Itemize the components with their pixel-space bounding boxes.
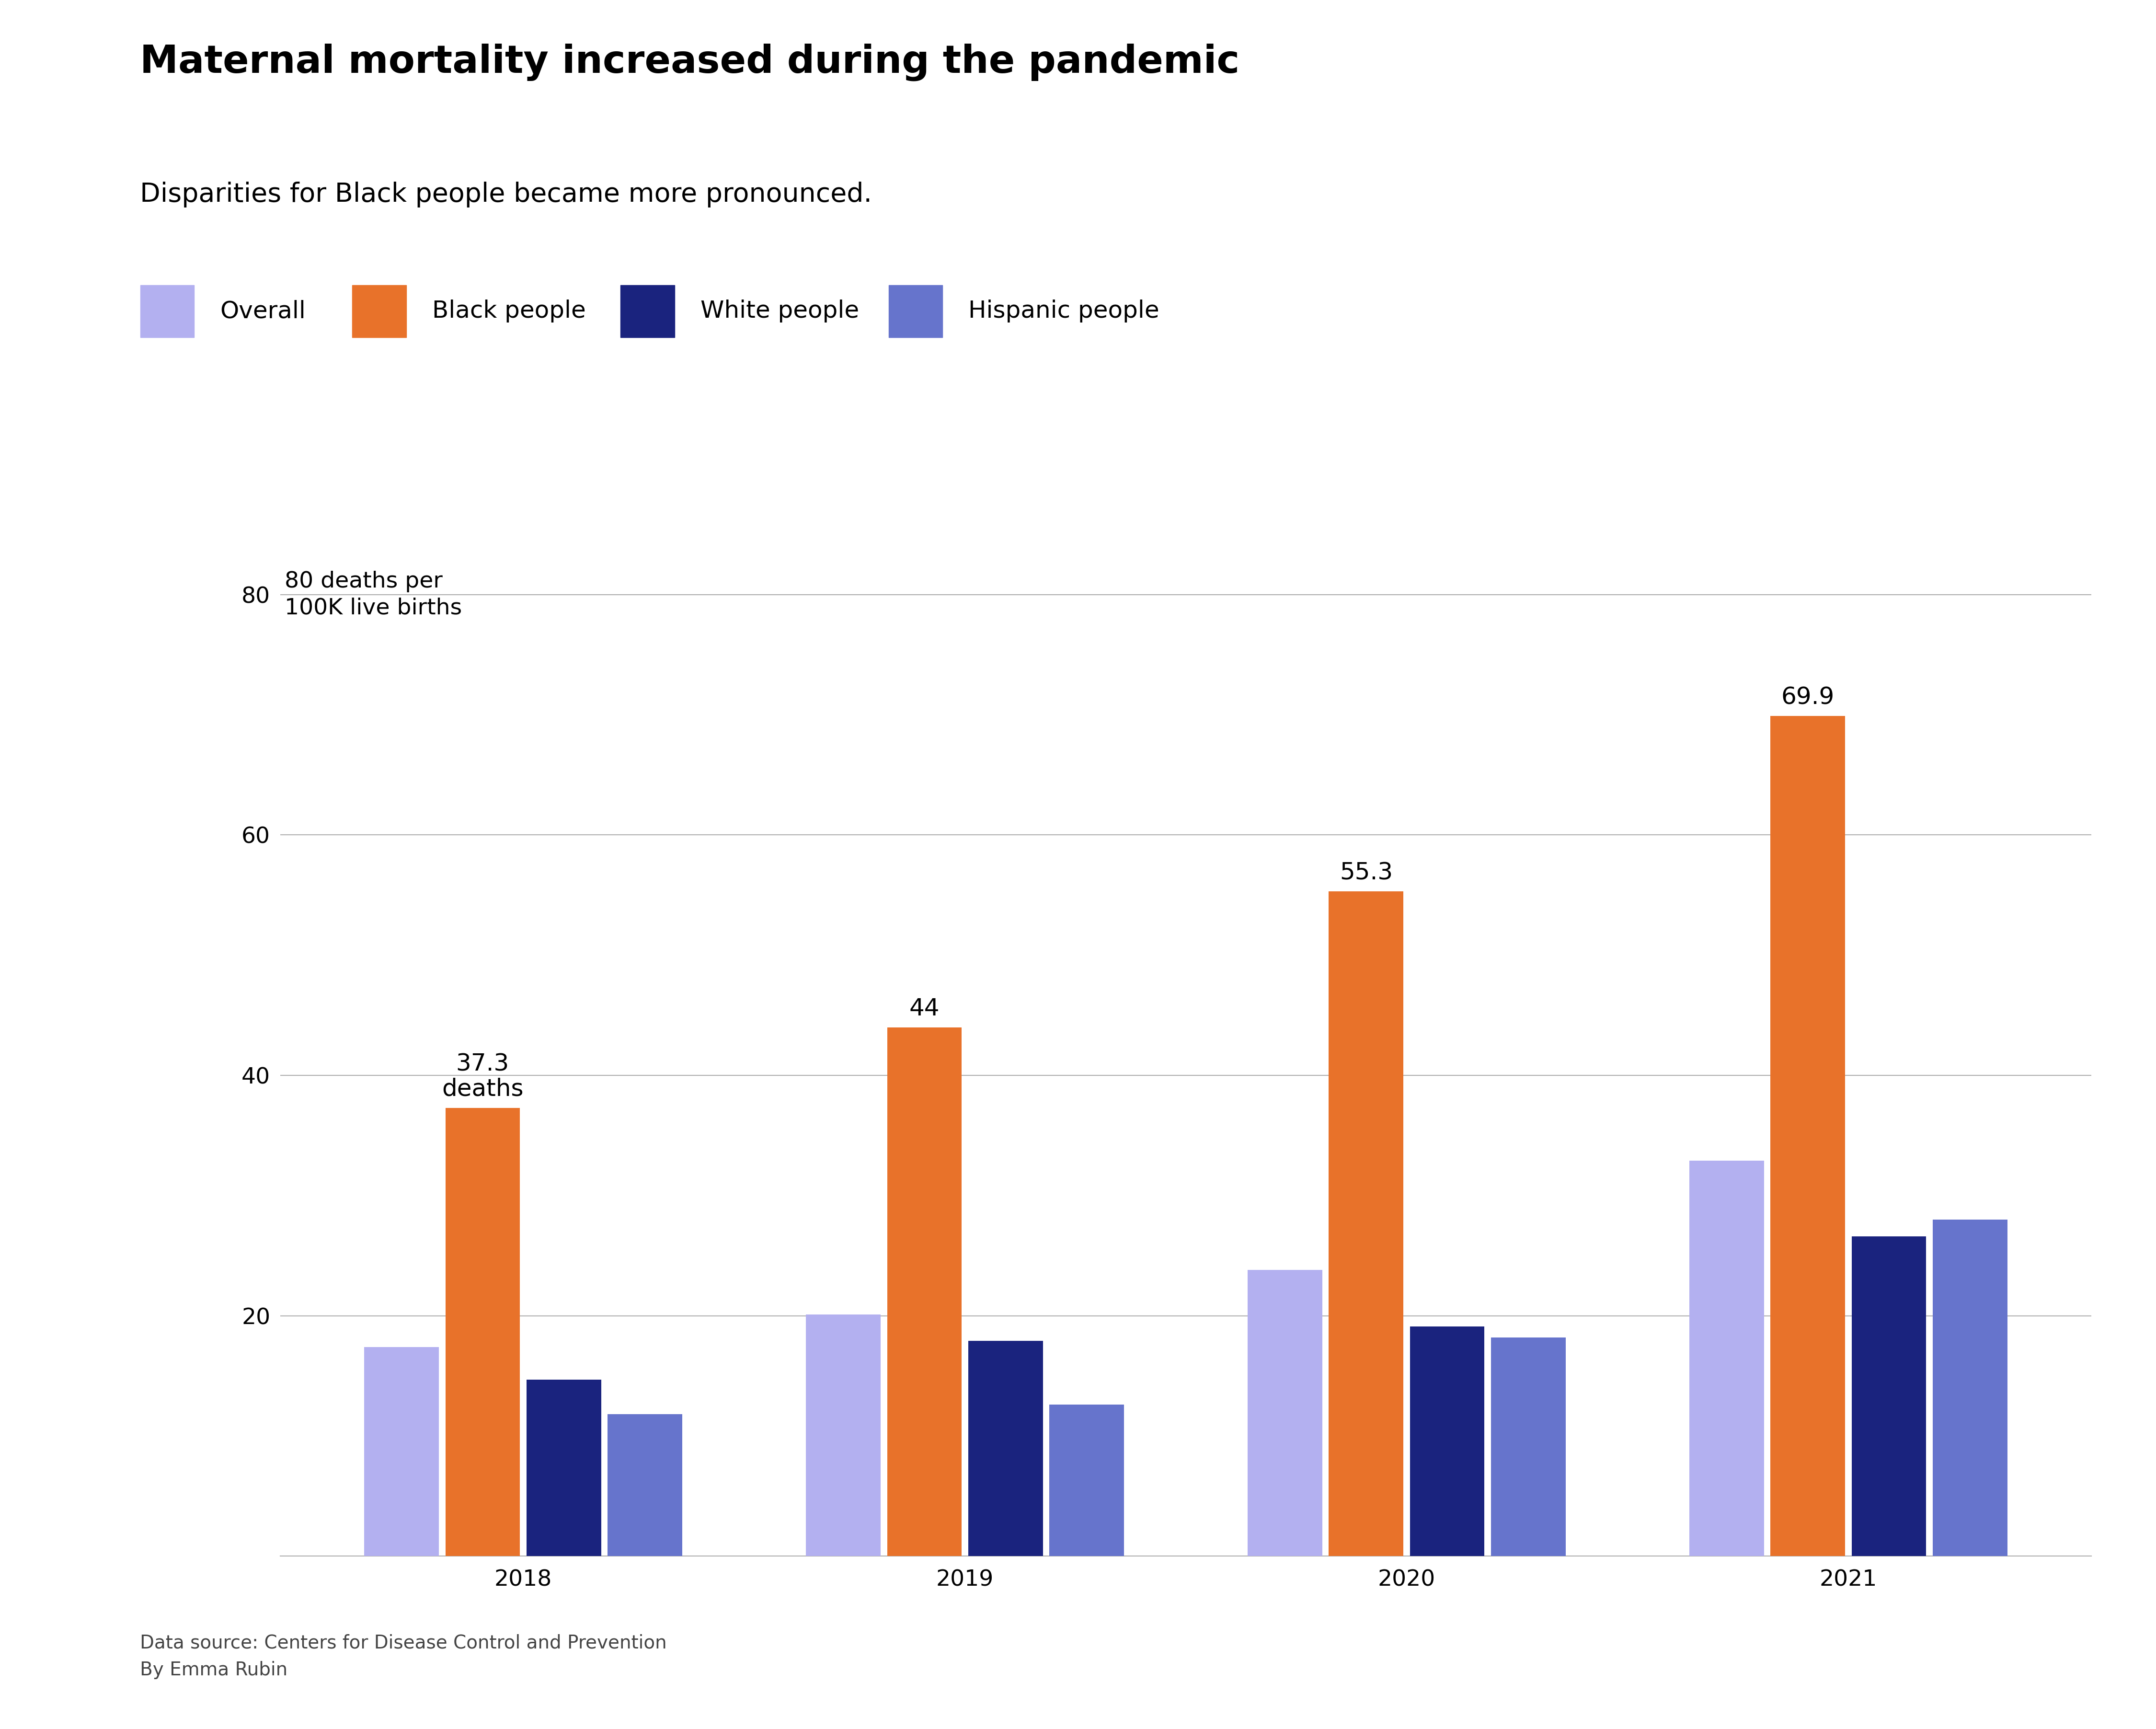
Bar xyxy=(526,1380,602,1556)
Text: 69.9: 69.9 xyxy=(1781,686,1835,709)
Bar xyxy=(886,1027,962,1556)
Bar xyxy=(1410,1326,1485,1556)
Text: Data source: Centers for Disease Control and Prevention
By Emma Rubin: Data source: Centers for Disease Control… xyxy=(140,1634,666,1679)
Text: Maternal mortality increased during the pandemic: Maternal mortality increased during the … xyxy=(140,43,1240,81)
Text: Black people: Black people xyxy=(431,299,586,323)
Text: 80 deaths per
100K live births: 80 deaths per 100K live births xyxy=(285,571,461,619)
Text: 44: 44 xyxy=(910,998,940,1020)
Text: Hispanic people: Hispanic people xyxy=(968,299,1160,323)
Bar xyxy=(1934,1219,2007,1556)
Bar xyxy=(1690,1160,1764,1556)
Bar xyxy=(608,1414,681,1556)
Text: White people: White people xyxy=(701,299,858,323)
Bar xyxy=(1050,1404,1123,1556)
Bar xyxy=(1492,1337,1565,1556)
Bar xyxy=(1328,892,1404,1556)
Bar xyxy=(446,1108,520,1556)
Text: Disparities for Black people became more pronounced.: Disparities for Black people became more… xyxy=(140,182,873,207)
Text: 37.3
deaths: 37.3 deaths xyxy=(442,1053,524,1101)
Bar xyxy=(968,1342,1044,1556)
Bar xyxy=(364,1347,440,1556)
Bar xyxy=(1248,1271,1322,1556)
Bar xyxy=(806,1314,880,1556)
Bar xyxy=(1852,1236,1925,1556)
Text: 55.3: 55.3 xyxy=(1339,861,1393,884)
Bar xyxy=(1770,716,1846,1556)
Text: Overall: Overall xyxy=(220,299,306,323)
